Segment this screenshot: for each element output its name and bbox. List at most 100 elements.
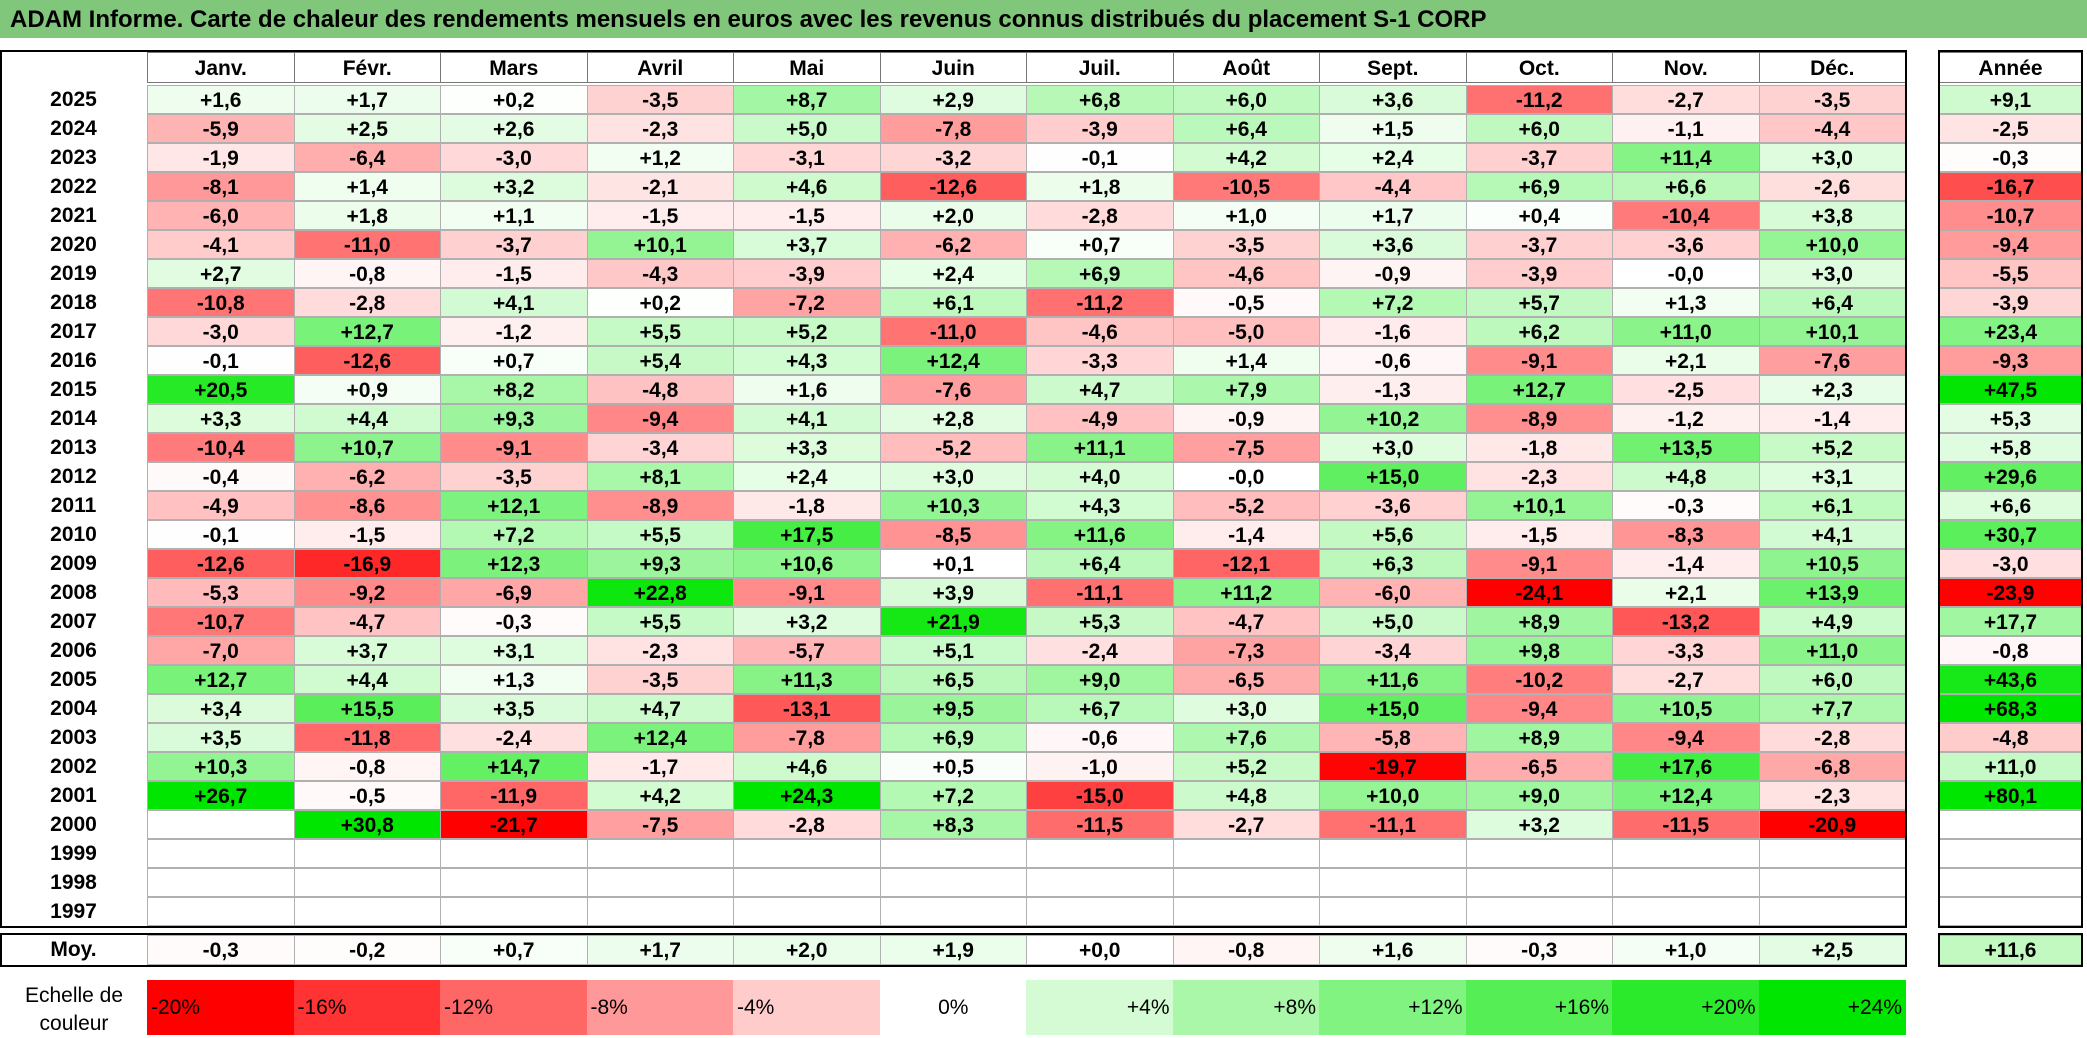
heatmap-cell: +9,0 xyxy=(1465,781,1613,810)
heatmap-cell: +11,4 xyxy=(1612,143,1760,172)
color-scale-label-line2: couleur xyxy=(39,1012,109,1035)
heatmap-cell: +0,9 xyxy=(293,375,441,404)
heatmap-cell xyxy=(1026,897,1174,926)
heatmap-cell: -0,6 xyxy=(1319,346,1467,375)
annual-cell: -9,3 xyxy=(1939,346,2082,375)
heatmap-cell: -11,0 xyxy=(293,230,441,259)
annual-cell: +17,7 xyxy=(1939,607,2082,636)
heatmap-cell: +1,1 xyxy=(440,201,588,230)
heatmap-cell: +5,5 xyxy=(586,317,734,346)
heatmap-cell: +15,0 xyxy=(1319,694,1467,723)
heatmap-cell: -9,1 xyxy=(440,433,588,462)
heatmap-cell: -3,7 xyxy=(1465,143,1613,172)
heatmap-cell: -3,1 xyxy=(733,143,881,172)
heatmap-cell: -6,5 xyxy=(1172,665,1320,694)
heatmap-cell xyxy=(1319,868,1467,897)
heatmap-cell: +3,3 xyxy=(147,404,295,433)
heatmap-cell: +6,0 xyxy=(1172,85,1320,114)
annual-cell: +47,5 xyxy=(1939,375,2082,404)
heatmap-cell: +11,6 xyxy=(1026,520,1174,549)
heatmap-cell: -4,6 xyxy=(1026,317,1174,346)
heatmap-cell: +3,2 xyxy=(733,607,881,636)
heatmap-cell: +6,4 xyxy=(1758,288,1906,317)
heatmap-cell: +6,1 xyxy=(879,288,1027,317)
heatmap-cell: +1,7 xyxy=(1319,201,1467,230)
heatmap-cell: +7,2 xyxy=(440,520,588,549)
heatmap-cell: -1,1 xyxy=(1612,114,1760,143)
color-scale-label-line1: Echelle de xyxy=(24,984,124,1007)
heatmap-cell: +12,4 xyxy=(879,346,1027,375)
heatmap-cell: +10,3 xyxy=(147,752,295,781)
heatmap-cell: -3,9 xyxy=(733,259,881,288)
heatmap-cell: +11,1 xyxy=(1026,433,1174,462)
annual-cell: -9,4 xyxy=(1939,230,2082,259)
annual-cell: -4,8 xyxy=(1939,723,2082,752)
year-label: 2022 xyxy=(50,175,97,198)
heatmap-cell: +21,9 xyxy=(879,607,1027,636)
heatmap-cell: -4,9 xyxy=(1026,404,1174,433)
heatmap-cell: -3,5 xyxy=(1172,230,1320,259)
heatmap-cell: -6,2 xyxy=(879,230,1027,259)
heatmap-cell: -8,5 xyxy=(879,520,1027,549)
heatmap-cell: -0,9 xyxy=(1172,404,1320,433)
annual-cell: -3,0 xyxy=(1939,549,2082,578)
year-label: 2025 xyxy=(50,88,97,111)
heatmap-cell xyxy=(1758,839,1906,868)
heatmap-cell: +5,3 xyxy=(1026,607,1174,636)
heatmap-cell: +4,0 xyxy=(1026,462,1174,491)
heatmap-cell: -3,5 xyxy=(1758,85,1906,114)
heatmap-cell: +7,7 xyxy=(1758,694,1906,723)
heatmap-cell xyxy=(733,868,881,897)
heatmap-cell: +11,0 xyxy=(1758,636,1906,665)
heatmap-cell: -1,5 xyxy=(440,259,588,288)
heatmap-cell: +6,6 xyxy=(1612,172,1760,201)
heatmap-cell: -1,0 xyxy=(1026,752,1174,781)
annual-cell: -3,9 xyxy=(1939,288,2082,317)
month-header: Nov. xyxy=(1612,52,1760,83)
annual-cell: +9,1 xyxy=(1939,85,2082,114)
heatmap-cell: -10,2 xyxy=(1465,665,1613,694)
heatmap-cell: +4,2 xyxy=(1172,143,1320,172)
year-label: 2019 xyxy=(50,262,97,285)
average-label: Moy. xyxy=(50,938,97,961)
heatmap-cell xyxy=(879,868,1027,897)
heatmap-cell: -9,2 xyxy=(293,578,441,607)
heatmap-cell: +0,4 xyxy=(1465,201,1613,230)
heatmap-cell: +4,1 xyxy=(1758,520,1906,549)
year-label: 2013 xyxy=(50,436,97,459)
heatmap-cell: +1,2 xyxy=(586,143,734,172)
heatmap-cell: +30,8 xyxy=(293,810,441,839)
heatmap-cell: +5,5 xyxy=(586,520,734,549)
heatmap-cell: +2,1 xyxy=(1612,578,1760,607)
year-label: 2014 xyxy=(50,407,97,430)
heatmap-cell: -2,8 xyxy=(1758,723,1906,752)
heatmap-cell: +9,0 xyxy=(1026,665,1174,694)
heatmap-cell: -3,5 xyxy=(440,462,588,491)
color-scale-stop: -12% xyxy=(440,980,588,1035)
average-cell: +0,7 xyxy=(440,935,588,965)
heatmap-cell: -0,5 xyxy=(1172,288,1320,317)
heatmap-cell: -3,0 xyxy=(440,143,588,172)
heatmap-cell: -3,4 xyxy=(1319,636,1467,665)
heatmap-cell: +0,5 xyxy=(879,752,1027,781)
heatmap-cell xyxy=(879,839,1027,868)
heatmap-cell: -7,2 xyxy=(733,288,881,317)
heatmap-cell: -3,6 xyxy=(1319,491,1467,520)
heatmap-cell: +3,0 xyxy=(879,462,1027,491)
month-header: Juin xyxy=(879,52,1027,83)
average-cell: +2,0 xyxy=(733,935,881,965)
heatmap-cell: -1,5 xyxy=(733,201,881,230)
heatmap-cell: +11,0 xyxy=(1612,317,1760,346)
year-label: 2012 xyxy=(50,465,97,488)
heatmap-cell: -11,9 xyxy=(440,781,588,810)
heatmap-cell: +10,0 xyxy=(1758,230,1906,259)
year-label: 2001 xyxy=(50,784,97,807)
heatmap-cell: -0,6 xyxy=(1026,723,1174,752)
heatmap-cell: +6,0 xyxy=(1465,114,1613,143)
heatmap-cell: -7,5 xyxy=(586,810,734,839)
color-scale-stop: +20% xyxy=(1612,980,1760,1035)
heatmap-cell: +2,4 xyxy=(1319,143,1467,172)
heatmap-cell: -6,8 xyxy=(1758,752,1906,781)
average-cell: -0,2 xyxy=(293,935,441,965)
heatmap-cell: +3,3 xyxy=(733,433,881,462)
